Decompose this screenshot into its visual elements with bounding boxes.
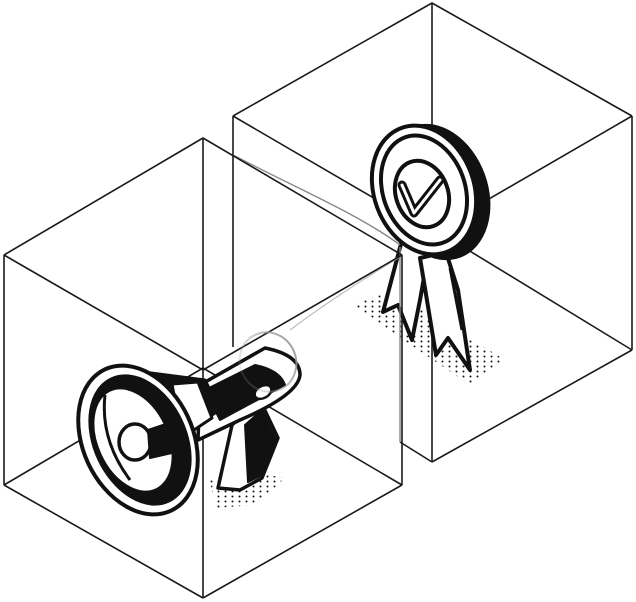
glass-tunnel	[232, 154, 401, 442]
award-ribbon-icon	[369, 123, 491, 372]
megaphone-glass-box	[3, 137, 403, 599]
megaphone-icon	[76, 331, 302, 517]
